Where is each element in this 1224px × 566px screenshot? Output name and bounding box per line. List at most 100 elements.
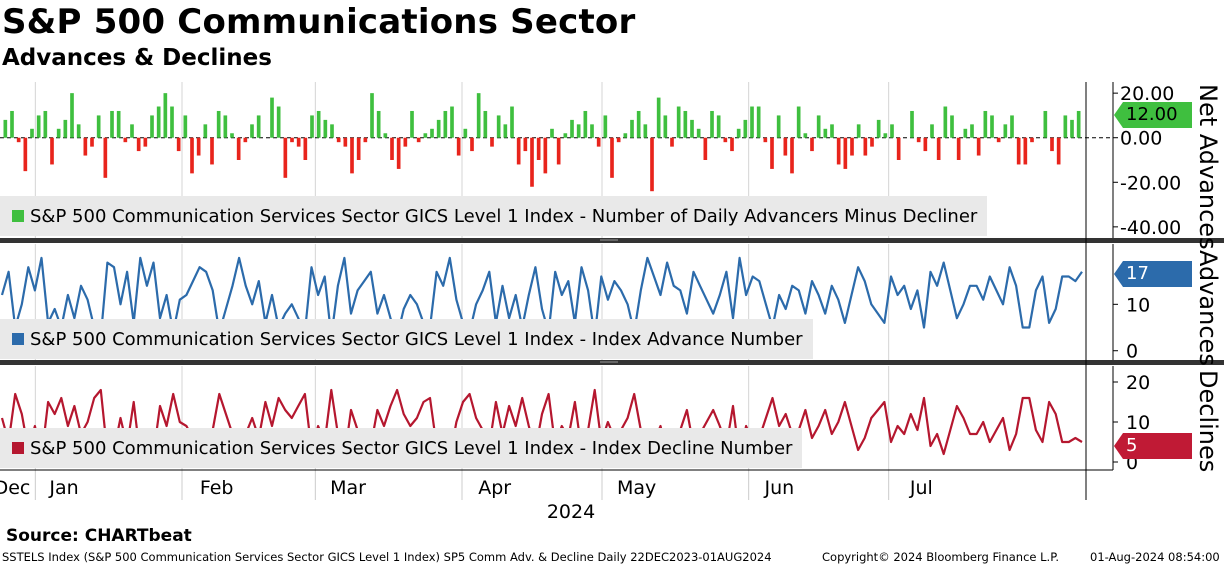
net-advance-bar bbox=[23, 137, 28, 172]
footer-description: SSTELS Index (S&P 500 Communication Serv… bbox=[2, 550, 772, 564]
ylabel-declines: Declines bbox=[1194, 370, 1222, 473]
net-advance-bar bbox=[950, 115, 954, 138]
net-advance-bar bbox=[650, 137, 654, 192]
net-advance-bar bbox=[530, 137, 534, 187]
net-advance-bar bbox=[516, 137, 521, 165]
net-advance-bar bbox=[76, 124, 81, 138]
net-advance-bar bbox=[856, 124, 861, 138]
ylabel-advances: Advances bbox=[1194, 250, 1222, 366]
net-advance-bar bbox=[823, 128, 828, 138]
x-tick-label: Jan bbox=[48, 477, 78, 499]
net-advance-bar bbox=[736, 128, 741, 138]
y-tick-label: 20 bbox=[1126, 372, 1150, 394]
net-advance-bar bbox=[110, 110, 114, 138]
net-advance-bar bbox=[910, 110, 914, 138]
legend-advances: S&P 500 Communication Services Sector GI… bbox=[0, 319, 813, 359]
net-advance-bar bbox=[590, 124, 594, 138]
net-advance-bar bbox=[130, 124, 134, 138]
net-advance-bar bbox=[16, 137, 21, 143]
net-advance-bar bbox=[376, 110, 381, 138]
net-advance-bar bbox=[1003, 124, 1008, 138]
net-advance-bar bbox=[1030, 137, 1034, 143]
net-advance-bar bbox=[256, 115, 261, 138]
y-tick-label: 10 bbox=[1126, 294, 1150, 316]
net-advance-bar bbox=[656, 97, 661, 138]
net-advance-bar bbox=[943, 106, 948, 138]
net-advance-bar bbox=[276, 106, 281, 138]
net-advance-bar bbox=[843, 137, 848, 169]
net-advance-bar bbox=[443, 110, 448, 138]
net-advance-bar bbox=[1056, 137, 1061, 165]
net-advance-bar bbox=[963, 128, 968, 138]
net-advance-bar bbox=[156, 106, 161, 138]
net-advance-bar bbox=[423, 133, 428, 138]
net-advance-bar bbox=[556, 137, 561, 165]
net-advance-bar bbox=[83, 137, 88, 156]
net-advance-bar bbox=[623, 133, 628, 138]
net-advance-bar bbox=[290, 137, 294, 143]
ylabel-net-advances: Net Advances bbox=[1194, 84, 1222, 250]
net-advance-bar bbox=[876, 119, 881, 138]
net-advance-bar bbox=[336, 137, 341, 143]
source-note: Source: CHARTbeat bbox=[6, 526, 192, 546]
net-advance-bar bbox=[270, 97, 274, 138]
legend-declines: S&P 500 Communication Services Sector GI… bbox=[0, 428, 803, 468]
net-advance-bar bbox=[503, 124, 508, 138]
net-advance-bar bbox=[396, 137, 401, 169]
net-advance-bar bbox=[770, 137, 774, 169]
advances-line bbox=[0, 256, 1083, 338]
net-advance-bar bbox=[930, 124, 934, 138]
net-advance-bar bbox=[176, 137, 181, 152]
net-advance-bar bbox=[196, 137, 201, 156]
net-advance-bar bbox=[303, 137, 308, 160]
net-advance-bar bbox=[923, 137, 928, 152]
net-advance-bar bbox=[690, 119, 694, 138]
net-advance-bar bbox=[3, 119, 8, 138]
net-advance-bar bbox=[50, 137, 54, 165]
net-advance-bar bbox=[836, 137, 841, 165]
net-advance-bar bbox=[1023, 137, 1028, 165]
net-advance-bar bbox=[183, 115, 188, 138]
net-advance-bar bbox=[170, 106, 174, 138]
net-advance-bar bbox=[883, 133, 888, 138]
net-advance-bar bbox=[236, 137, 241, 160]
net-advance-bar bbox=[783, 137, 788, 156]
net-advance-bar bbox=[676, 106, 681, 138]
legend-swatch-blue bbox=[12, 333, 24, 345]
net-advance-bar bbox=[343, 137, 348, 147]
net-advance-bar bbox=[956, 137, 961, 160]
net-advance-bar bbox=[496, 115, 501, 138]
net-advance-bar bbox=[316, 110, 321, 138]
x-tick-label: Mar bbox=[330, 477, 366, 499]
net-advance-bar bbox=[756, 106, 761, 138]
net-advance-bar bbox=[123, 137, 128, 143]
net-advance-bar bbox=[1050, 137, 1054, 152]
x-tick-label: May bbox=[617, 477, 656, 499]
net-advance-bar bbox=[1043, 110, 1048, 138]
net-advance-bar bbox=[536, 137, 541, 160]
net-advance-bar bbox=[436, 119, 441, 138]
net-advance-bar bbox=[643, 124, 648, 138]
net-advance-bar bbox=[510, 106, 514, 138]
legend-label-advances: S&P 500 Communication Services Sector GI… bbox=[30, 328, 803, 350]
net-advance-bar bbox=[523, 137, 528, 152]
net-advance-bar bbox=[696, 128, 701, 138]
net-advance-bar bbox=[243, 137, 248, 143]
net-advance-bar bbox=[890, 124, 894, 138]
net-advance-bar bbox=[283, 137, 288, 178]
net-advance-bar bbox=[596, 137, 601, 147]
footer-copyright: Copyright© 2024 Bloomberg Finance L.P. bbox=[822, 550, 1059, 564]
net-advance-bar bbox=[363, 137, 368, 143]
x-tick-label: Jul bbox=[909, 477, 933, 499]
net-advance-bar bbox=[1070, 119, 1074, 138]
net-advance-bar bbox=[616, 137, 621, 143]
net-advance-bar bbox=[403, 137, 408, 147]
net-advance-bar bbox=[463, 128, 468, 138]
net-advance-bar bbox=[370, 93, 374, 138]
y-tick-label: 0 bbox=[1126, 341, 1138, 363]
net-advance-bar bbox=[330, 124, 334, 138]
net-advance-bar bbox=[710, 110, 714, 138]
last-value-advances: 17 bbox=[1114, 261, 1192, 287]
net-advance-bar bbox=[563, 133, 568, 138]
net-advance-bar bbox=[103, 137, 108, 178]
